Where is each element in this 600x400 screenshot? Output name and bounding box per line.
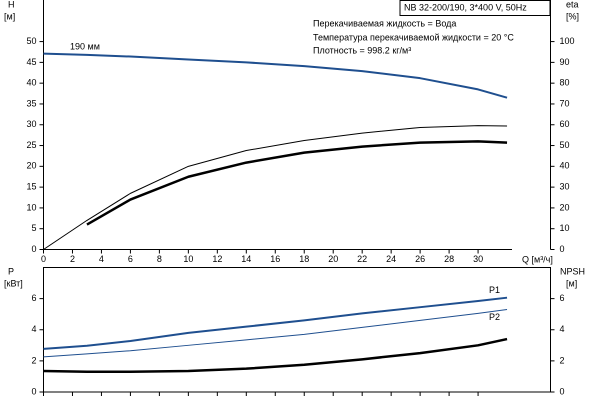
series-line	[43, 296, 508, 350]
y-tick-label: 50	[26, 36, 36, 46]
y-axis-unit: [м]	[4, 11, 15, 21]
x-tick-label: 8	[157, 254, 162, 264]
y-tick-label: 0	[31, 386, 36, 396]
y-tick-label: 5	[31, 223, 36, 233]
y-tick-label: 35	[26, 98, 36, 108]
annotation: Температура перекачиваемой жидкости = 20…	[313, 32, 514, 42]
x-tick-label: 20	[328, 254, 338, 264]
y2-tick-label: 30	[560, 182, 570, 192]
y2-axis-unit: [м]	[566, 278, 577, 288]
series-label: P1	[489, 285, 500, 295]
y2-tick-label: 6	[560, 293, 565, 303]
y-tick-label: 6	[31, 293, 36, 303]
x-tick-label: 14	[241, 254, 251, 264]
x-tick-label: 2	[70, 254, 75, 264]
x-axis-label: Q [м³/ч]	[522, 254, 553, 264]
y2-tick-label: 0	[560, 386, 565, 396]
y-tick-label: 15	[26, 182, 36, 192]
x-tick-label: 16	[270, 254, 280, 264]
y2-tick-label: 0	[560, 244, 565, 254]
y-tick-label: 2	[31, 355, 36, 365]
x-tick-label: 22	[357, 254, 367, 264]
series-line	[43, 337, 508, 374]
annotation: Перекачиваемая жидкость = Вода	[313, 18, 456, 28]
y2-tick-label: 70	[560, 98, 570, 108]
y2-tick-label: 100	[560, 36, 575, 46]
y-axis-unit: [кВт]	[4, 278, 23, 288]
series-line	[86, 140, 508, 226]
plot-frame	[43, 267, 551, 393]
y-axis-label: P	[8, 266, 14, 276]
y2-tick-label: 60	[560, 119, 570, 129]
y2-tick-label: 90	[560, 57, 570, 67]
y2-tick-label: 20	[560, 202, 570, 212]
y-axis-label: H	[8, 0, 15, 9]
y-tick-label: 25	[26, 140, 36, 150]
series-line	[43, 309, 508, 358]
chart-title: NB 32-200/190, 3*400 V, 50Hz	[404, 2, 527, 12]
x-tick-label: 26	[415, 254, 425, 264]
series-line	[43, 125, 508, 250]
x-tick-label: 12	[212, 254, 222, 264]
y-tick-label: 0	[31, 244, 36, 254]
y2-tick-label: 40	[560, 161, 570, 171]
x-tick-label: 0	[41, 254, 46, 264]
series-label: P2	[489, 312, 500, 322]
y2-axis-label: NPSH	[560, 266, 585, 276]
y2-axis-unit: [%]	[566, 11, 579, 21]
y-tick-label: 30	[26, 119, 36, 129]
x-tick-label: 30	[473, 254, 483, 264]
y-tick-label: 20	[26, 161, 36, 171]
y-tick-label: 45	[26, 57, 36, 67]
y2-tick-label: 10	[560, 223, 570, 233]
x-tick-label: 6	[128, 254, 133, 264]
y-tick-label: 40	[26, 78, 36, 88]
series-line	[43, 52, 508, 99]
x-tick-label: 24	[386, 254, 396, 264]
annotation: Плотность = 998.2 кг/м³	[313, 45, 411, 55]
y-tick-label: 10	[26, 202, 36, 212]
y2-tick-label: 50	[560, 140, 570, 150]
curve-label: 190 мм	[70, 41, 100, 51]
x-tick-label: 10	[183, 254, 193, 264]
y2-tick-label: 80	[560, 78, 570, 88]
x-tick-label: 4	[99, 254, 104, 264]
x-tick-label: 28	[444, 254, 454, 264]
y-tick-label: 4	[31, 324, 36, 334]
y2-tick-label: 4	[560, 324, 565, 334]
x-tick-label: 18	[299, 254, 309, 264]
y2-axis-label: eta	[566, 0, 579, 9]
y2-tick-label: 2	[560, 355, 565, 365]
